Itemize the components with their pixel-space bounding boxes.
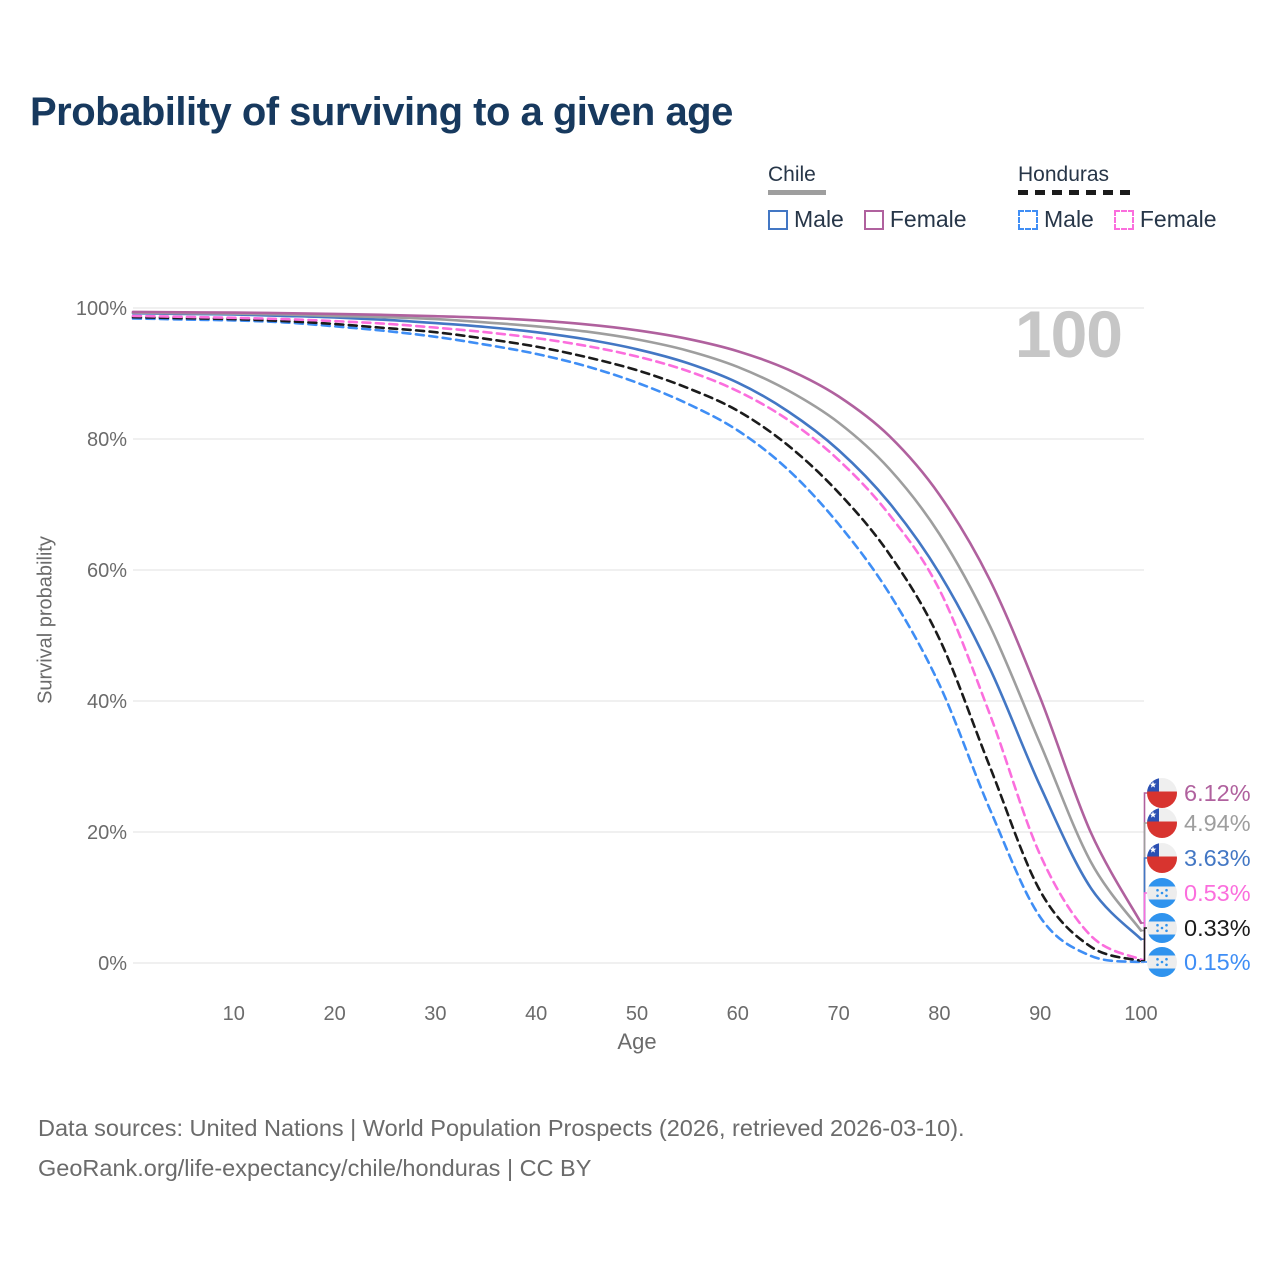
svg-text:0%: 0% <box>98 953 127 975</box>
honduras-flag-icon <box>1147 878 1177 908</box>
chile-male-swatch-icon <box>768 209 788 230</box>
x-axis-title: Age <box>617 1029 657 1054</box>
chile-solid-line-sample <box>768 190 826 195</box>
end-label-honduras-both: 0.33% <box>1147 913 1251 943</box>
svg-text:50: 50 <box>626 1003 648 1025</box>
end-value-chile-female: 6.12% <box>1184 779 1251 806</box>
legend-country-chile: Chile <box>768 163 816 186</box>
honduras-dashed-line-sample <box>1018 190 1132 195</box>
legend-item-chile-male[interactable]: Male <box>768 206 844 233</box>
legend-group-honduras: Honduras Male Female <box>1018 163 1217 233</box>
series-line-chile_female <box>131 310 1143 925</box>
end-value-honduras-female: 0.53% <box>1184 879 1251 906</box>
end-label-honduras-female: 0.53% <box>1147 878 1251 908</box>
svg-text:100%: 100% <box>76 298 127 320</box>
legend-label-chile-female: Female <box>889 206 967 232</box>
attribution-line: GeoRank.org/life-expectancy/chile/hondur… <box>38 1155 592 1181</box>
svg-text:40%: 40% <box>87 691 127 713</box>
chile-female-swatch-icon <box>863 209 884 230</box>
end-label-honduras-male: 0.15% <box>1147 947 1251 977</box>
svg-text:90: 90 <box>1029 1003 1051 1025</box>
series-line-honduras_female <box>131 314 1143 961</box>
chile-flag-icon <box>1147 808 1177 838</box>
svg-text:20%: 20% <box>87 822 127 844</box>
legend-group-chile: Chile Male Female <box>768 163 967 233</box>
end-value-chile-male: 3.63% <box>1184 844 1251 871</box>
chile-flag-icon <box>1147 843 1177 873</box>
data-sources-line: Data sources: United Nations | World Pop… <box>38 1115 965 1141</box>
end-label-chile-female: 6.12% <box>1147 778 1251 808</box>
honduras-flag-icon <box>1147 947 1177 977</box>
chile-flag-icon <box>1147 778 1177 808</box>
honduras-flag-icon <box>1147 913 1177 943</box>
end-value-chile-both: 4.94% <box>1184 809 1251 836</box>
legend-item-honduras-male[interactable]: Male <box>1018 206 1094 233</box>
legend-label-honduras-male: Male <box>1044 206 1094 232</box>
honduras-male-swatch-icon <box>1018 209 1038 230</box>
legend-item-chile-female[interactable]: Female <box>863 206 967 233</box>
footer: Data sources: United Nations | World Pop… <box>38 1108 965 1188</box>
end-label-chile-both: 4.94% <box>1147 808 1251 838</box>
svg-text:80%: 80% <box>87 429 127 451</box>
svg-text:10: 10 <box>223 1003 245 1025</box>
series-line-honduras_both <box>131 315 1143 963</box>
svg-text:40: 40 <box>525 1003 547 1025</box>
svg-text:60: 60 <box>727 1003 749 1025</box>
end-label-chile-male: 3.63% <box>1147 843 1251 873</box>
legend-item-honduras-female[interactable]: Female <box>1113 206 1217 233</box>
series-line-chile_both <box>131 311 1143 932</box>
series-line-honduras_male <box>131 317 1143 964</box>
legend-country-honduras: Honduras <box>1018 163 1110 186</box>
svg-text:30: 30 <box>424 1003 446 1025</box>
legend-label-honduras-female: Female <box>1139 206 1217 232</box>
svg-text:60%: 60% <box>87 560 127 582</box>
age-counter-watermark: 100 <box>1014 297 1123 371</box>
end-value-honduras-both: 0.33% <box>1184 914 1251 941</box>
legend-label-chile-male: Male <box>794 206 844 232</box>
chart-title: Probability of surviving to a given age <box>30 90 733 134</box>
svg-text:70: 70 <box>827 1003 849 1025</box>
end-value-honduras-male: 0.15% <box>1184 948 1251 975</box>
series-line-chile_male <box>131 311 1143 941</box>
svg-text:20: 20 <box>323 1003 345 1025</box>
svg-text:80: 80 <box>928 1003 950 1025</box>
honduras-female-swatch-icon <box>1113 209 1134 230</box>
svg-text:100: 100 <box>1124 1003 1157 1025</box>
